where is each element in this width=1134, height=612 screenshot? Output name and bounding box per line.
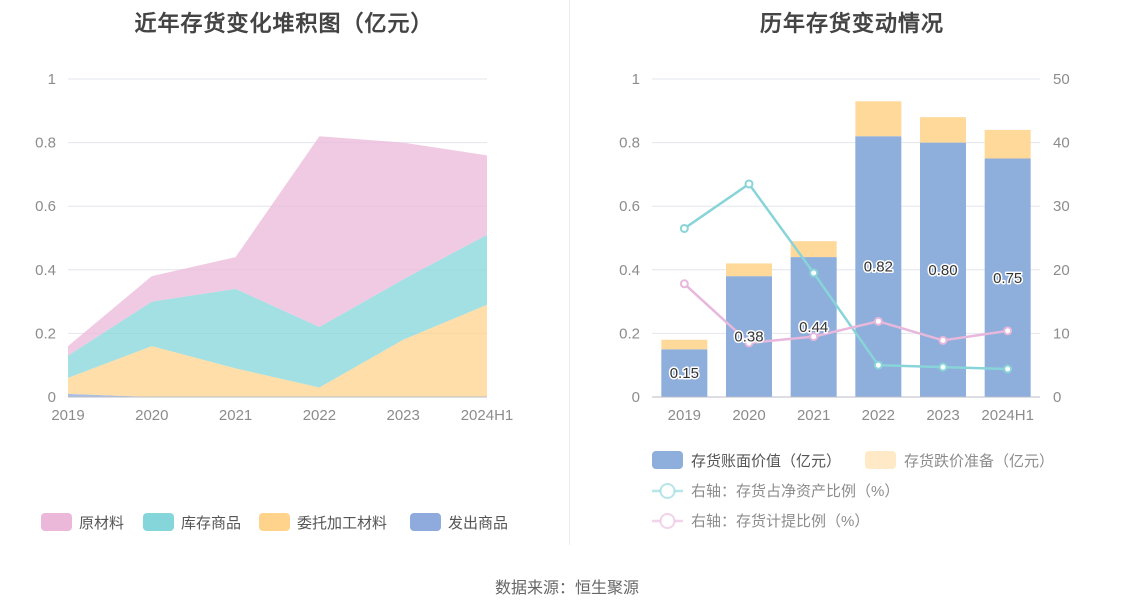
area-series-原材料 xyxy=(68,136,487,356)
line-point xyxy=(938,335,948,345)
legend-swatch xyxy=(652,451,683,469)
legend-label: 委托加工材料 xyxy=(297,515,387,532)
right-chart-title: 历年存货变动情况 xyxy=(759,11,944,36)
y2-tick-label: 20 xyxy=(1053,262,1070,279)
bar-book-value-2021 xyxy=(790,257,837,397)
bar-value-label: 0.38 xyxy=(734,329,763,346)
x-tick-label: 2020 xyxy=(135,407,168,424)
y-tick-label: 0.8 xyxy=(619,135,640,152)
legend-label: 右轴：存货占净资产比例（%） xyxy=(691,483,899,500)
bar-value-label: 0.44 xyxy=(799,319,828,336)
line-point xyxy=(744,179,754,189)
legend-label: 右轴：存货计提比例（%） xyxy=(691,513,869,530)
y-tick-label: 0.4 xyxy=(35,262,56,279)
y2-tick-label: 30 xyxy=(1053,198,1070,215)
line-point xyxy=(938,362,948,372)
x-tick-label: 2024H1 xyxy=(981,407,1034,424)
legend-swatch xyxy=(410,513,441,531)
inventory-change-chart-panel: 历年存货变动情况 0 0.2 0.4 0.6 0.8 1 0 10 20 30 40 50 2019 20… xyxy=(570,0,1134,548)
bar-book-value-2024H1 xyxy=(984,158,1031,397)
legend-line-marker xyxy=(659,513,676,529)
line-point xyxy=(1003,326,1013,336)
left-chart-title: 近年存货变化堆积图（亿元） xyxy=(134,11,434,36)
data-source-note: 数据来源：恒生聚源 xyxy=(494,580,639,597)
line-point xyxy=(1003,364,1013,374)
bar-impairment-2019 xyxy=(661,339,708,350)
x-tick-label: 2023 xyxy=(387,407,420,424)
bar-book-value-2019 xyxy=(661,349,708,397)
line-point xyxy=(873,316,883,326)
legend-label: 库存商品 xyxy=(181,515,241,532)
bar-value-label: 0.82 xyxy=(864,259,893,276)
legend-label: 发出商品 xyxy=(448,515,508,532)
stacked-area-chart: 0 0.2 0.4 0.6 0.8 1 2019 2020 2021 2022 2023 2024H1… xyxy=(35,71,514,532)
y-tick-label: 0.8 xyxy=(35,135,56,152)
bar-value-label: 0.80 xyxy=(928,262,957,279)
legend-swatch xyxy=(259,513,290,531)
y-tick-label: 0.4 xyxy=(619,262,640,279)
line-point xyxy=(679,279,689,289)
x-tick-label: 2021 xyxy=(219,407,252,424)
legend-label: 存货跌价准备（亿元） xyxy=(904,453,1054,470)
y2-tick-label: 0 xyxy=(1053,389,1061,406)
bar-impairment-2020 xyxy=(726,263,772,277)
x-tick-label: 2022 xyxy=(862,407,895,424)
bar-value-label: 0.15 xyxy=(670,365,699,382)
y-tick-label: 0 xyxy=(632,389,640,406)
stacked-area-chart-panel: 近年存货变化堆积图（亿元） 0 0.2 0.4 0.6 0.8 1 2019 2020 2021… xyxy=(0,0,568,548)
legend-swatch xyxy=(865,451,896,469)
y-tick-label: 0 xyxy=(48,389,56,406)
legend-swatch xyxy=(143,513,174,531)
line-point xyxy=(744,338,754,348)
line-series-net-asset-ratio xyxy=(683,182,1008,371)
x-tick-label: 2023 xyxy=(926,407,959,424)
legend-swatch xyxy=(41,513,72,531)
line-point xyxy=(809,268,819,278)
bar-impairment-2021 xyxy=(790,241,837,258)
y-tick-label: 0.2 xyxy=(619,325,640,342)
line-series-provision-ratio xyxy=(683,282,1008,345)
bar-book-value-2022 xyxy=(855,136,902,398)
x-tick-label: 2024H1 xyxy=(461,407,514,424)
legend-label: 存货账面价值（亿元） xyxy=(691,453,841,470)
legend-label: 原材料 xyxy=(79,515,124,532)
bar-book-value-2020 xyxy=(726,276,772,397)
bar-value-label: 0.75 xyxy=(993,270,1022,287)
x-tick-label: 2021 xyxy=(797,407,830,424)
area-series-库存商品 xyxy=(68,234,487,388)
y-tick-label: 1 xyxy=(48,71,56,88)
y2-tick-label: 50 xyxy=(1053,71,1070,88)
x-tick-label: 2022 xyxy=(303,407,336,424)
line-point xyxy=(873,360,883,370)
y2-tick-label: 10 xyxy=(1053,325,1070,342)
y-tick-label: 0.6 xyxy=(35,198,56,215)
line-point xyxy=(679,223,689,233)
y-tick-label: 1 xyxy=(632,71,640,88)
x-tick-label: 2019 xyxy=(668,407,701,424)
area-series-委托加工材料 xyxy=(68,304,487,397)
legend-line-marker xyxy=(659,483,676,499)
panel-divider xyxy=(569,0,570,545)
x-tick-label: 2020 xyxy=(732,407,765,424)
y-tick-label: 0.6 xyxy=(619,198,640,215)
bar-impairment-2024H1 xyxy=(984,129,1031,159)
y-tick-label: 0.2 xyxy=(35,325,56,342)
x-tick-label: 2019 xyxy=(51,407,84,424)
y2-tick-label: 40 xyxy=(1053,135,1070,152)
line-point xyxy=(809,332,819,342)
bar-impairment-2023 xyxy=(920,117,966,143)
bar-impairment-2022 xyxy=(855,101,902,137)
bar-book-value-2023 xyxy=(920,142,966,397)
